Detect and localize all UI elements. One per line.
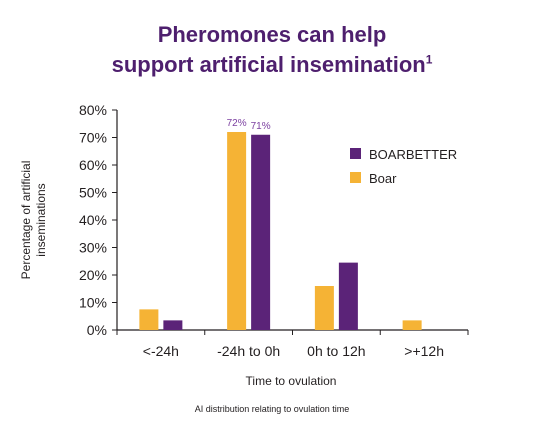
legend-swatch	[350, 148, 361, 159]
page-title: Pheromones can help support artificial i…	[0, 20, 544, 80]
x-tick-label: -24h to 0h	[217, 343, 280, 359]
bar-boar	[402, 320, 422, 330]
chart-container: 0% 10% 20% 30% 40% 50% 60% 70% 80% Percentage of …	[0, 90, 544, 430]
y-tick-label: 40%	[79, 212, 107, 228]
y-tick-label: 0%	[87, 322, 107, 338]
y-axis-label: inseminations	[34, 183, 48, 256]
bar-boarbetter	[251, 134, 271, 330]
y-tick-label: 80%	[79, 102, 107, 118]
bar-boar	[139, 309, 159, 330]
x-tick-label: 0h to 12h	[307, 343, 365, 359]
title-footnote: 1	[425, 52, 433, 67]
y-tick-label: 20%	[79, 267, 107, 283]
legend-label: Boar	[369, 171, 397, 186]
y-tick-label: 70%	[79, 130, 107, 146]
y-tick-label: 50%	[79, 185, 107, 201]
y-tick-label: 30%	[79, 240, 107, 256]
y-axis-label: Percentage of artificial	[19, 161, 33, 280]
x-tick-label: <-24h	[143, 343, 179, 359]
data-label: 71%	[251, 121, 271, 132]
x-axis-label: Time to ovulation	[246, 374, 337, 388]
bar-boar	[227, 132, 247, 330]
y-tick-label: 60%	[79, 157, 107, 173]
bar-chart: 0% 10% 20% 30% 40% 50% 60% 70% 80% Percentage of …	[19, 102, 469, 388]
y-tick-label: 10%	[79, 295, 107, 311]
title-line-2-text: support artificial insemination	[111, 52, 426, 77]
title-line-1: Pheromones can help	[157, 22, 387, 47]
title-line-2: support artificial insemination1	[0, 50, 544, 80]
legend-label: BOARBETTER	[369, 147, 457, 162]
data-label: 72%	[227, 118, 247, 129]
bar-boar	[314, 286, 334, 330]
chart-caption: AI distribution relating to ovulation ti…	[194, 404, 350, 414]
legend-swatch	[350, 172, 361, 183]
bar-boarbetter	[163, 320, 183, 330]
x-tick-label: >+12h	[404, 343, 444, 359]
bar-boarbetter	[338, 262, 358, 330]
